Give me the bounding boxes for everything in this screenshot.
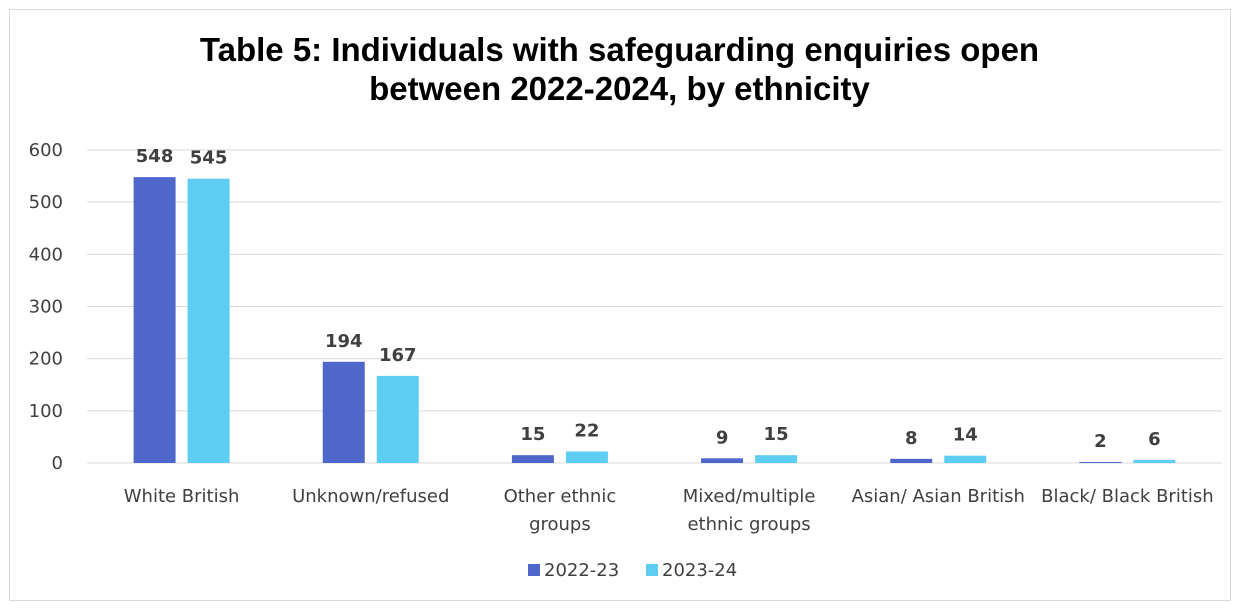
bar	[890, 458, 933, 463]
bar	[565, 451, 608, 463]
y-tick-label: 400	[29, 244, 63, 265]
category-label: groups	[529, 514, 591, 535]
data-label: 22	[574, 421, 599, 442]
y-tick-label: 0	[52, 453, 63, 474]
data-label: 14	[953, 425, 978, 446]
y-tick-label: 100	[29, 401, 63, 422]
y-tick-label: 600	[29, 140, 63, 161]
bar	[1079, 461, 1122, 463]
chart-title: Table 5: Individuals with safeguarding e…	[0, 30, 1239, 108]
data-label: 15	[764, 424, 789, 445]
data-label: 9	[716, 427, 729, 448]
chart-title-line-2: between 2022-2024, by ethnicity	[369, 70, 870, 107]
bar	[187, 178, 230, 464]
category-label: Black/ Black British	[1041, 486, 1214, 507]
data-label: 194	[325, 331, 363, 352]
legend-label: 2023-24	[662, 560, 737, 581]
data-label: 2	[1094, 431, 1107, 452]
data-label: 8	[905, 428, 918, 449]
bar	[1133, 459, 1176, 463]
category-label: Mixed/multiple	[683, 486, 816, 507]
category-label: Unknown/refused	[292, 486, 449, 507]
bar	[755, 455, 798, 463]
bar	[511, 455, 554, 463]
bar	[944, 455, 987, 463]
chart-title-line-1: Table 5: Individuals with safeguarding e…	[199, 31, 1040, 68]
bar	[133, 177, 176, 464]
category-label: Other ethnic	[504, 486, 617, 507]
legend-swatch	[646, 564, 658, 576]
y-tick-label: 300	[29, 297, 63, 318]
legend-swatch	[528, 564, 540, 576]
data-label: 167	[379, 345, 417, 366]
y-tick-label: 500	[29, 192, 63, 213]
category-label: Asian/ Asian British	[852, 486, 1025, 507]
data-label: 548	[136, 146, 174, 167]
category-label: ethnic groups	[687, 514, 810, 535]
bar	[701, 458, 744, 463]
bar	[376, 375, 419, 463]
data-label: 545	[190, 148, 228, 169]
data-label: 15	[520, 424, 545, 445]
legend-label: 2022-23	[544, 560, 619, 581]
category-label: White British	[124, 486, 240, 507]
data-label: 6	[1148, 429, 1161, 450]
y-tick-label: 200	[29, 349, 63, 370]
bar	[322, 361, 365, 463]
